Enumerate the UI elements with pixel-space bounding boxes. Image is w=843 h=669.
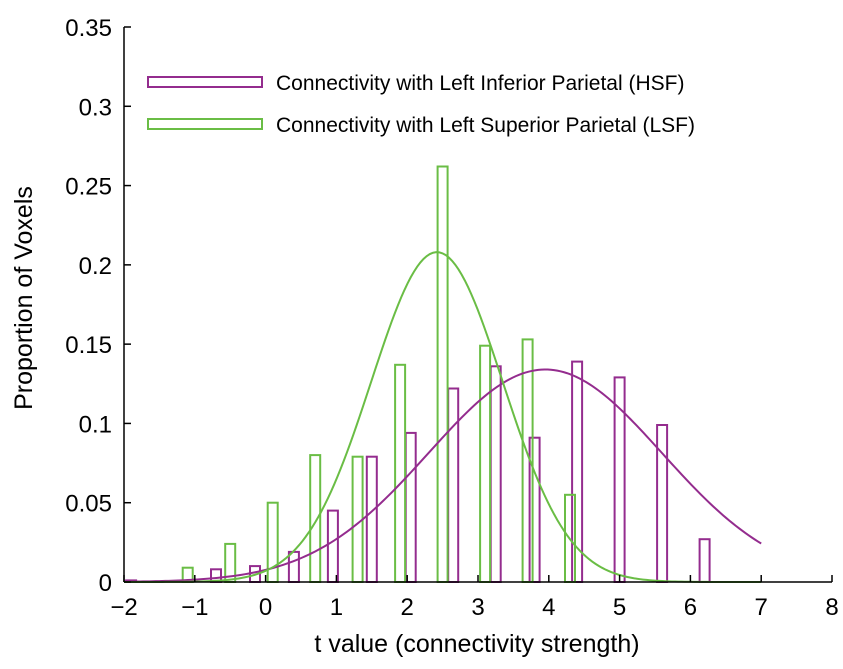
bar — [394, 363, 407, 583]
legend-label: Connectivity with Left Inferior Parietal… — [276, 72, 684, 95]
bar — [447, 387, 460, 583]
y-tick-label: 0.05 — [65, 491, 112, 518]
x-tick-label: 8 — [825, 594, 838, 621]
plot-marks — [123, 165, 762, 584]
y-tick-label: 0.2 — [79, 253, 112, 280]
legend-item-2: Connectivity with Left Superior Parietal… — [147, 114, 695, 137]
legend: Connectivity with Left Inferior Parietal… — [147, 72, 695, 137]
series-1-bars — [125, 360, 711, 584]
series-2-fit-curve — [123, 251, 762, 583]
y-tick-label: 0 — [99, 570, 112, 597]
bar — [404, 431, 417, 583]
legend-item-1: Connectivity with Left Inferior Parietal… — [147, 72, 684, 95]
legend-swatch — [147, 118, 263, 130]
series-2-bars — [181, 165, 576, 584]
axes: −2 −1 0 1 2 3 4 5 6 7 8 0 0.05 0.1 0.15 0.2 0.25 0.3 0.35 — [65, 15, 838, 621]
bar — [365, 455, 378, 584]
legend-swatch — [147, 76, 263, 88]
bar — [287, 550, 300, 584]
bar — [479, 344, 492, 584]
y-tick-label: 0.15 — [65, 332, 112, 359]
bar — [351, 455, 364, 584]
series-1-fit-curve — [123, 368, 762, 583]
y-tick-label: 0.35 — [65, 15, 112, 42]
bar — [698, 538, 711, 584]
x-tick-label: 4 — [542, 594, 555, 621]
x-tick-label: 3 — [471, 594, 484, 621]
x-tick-label: 2 — [401, 594, 414, 621]
x-tick-label: 7 — [755, 594, 768, 621]
y-tick-label: 0.25 — [65, 174, 112, 201]
bar — [309, 454, 322, 584]
x-tick-label: −2 — [110, 594, 137, 621]
y-tick-label: 0.1 — [79, 411, 112, 438]
bar — [436, 165, 449, 583]
x-axis-label: t value (connectivity strength) — [314, 630, 639, 658]
bar — [489, 365, 502, 583]
x-tick-label: −1 — [181, 594, 208, 621]
x-tick-label: 6 — [684, 594, 697, 621]
y-tick-label: 0.3 — [79, 94, 112, 121]
bar — [528, 436, 541, 584]
y-axis-label: Proportion of Voxels — [10, 186, 38, 410]
x-tick-label: 5 — [613, 594, 626, 621]
legend-label: Connectivity with Left Superior Parietal… — [276, 114, 695, 137]
x-tick-label: 1 — [330, 594, 343, 621]
bar — [326, 509, 339, 584]
x-tick-label: 0 — [259, 594, 272, 621]
